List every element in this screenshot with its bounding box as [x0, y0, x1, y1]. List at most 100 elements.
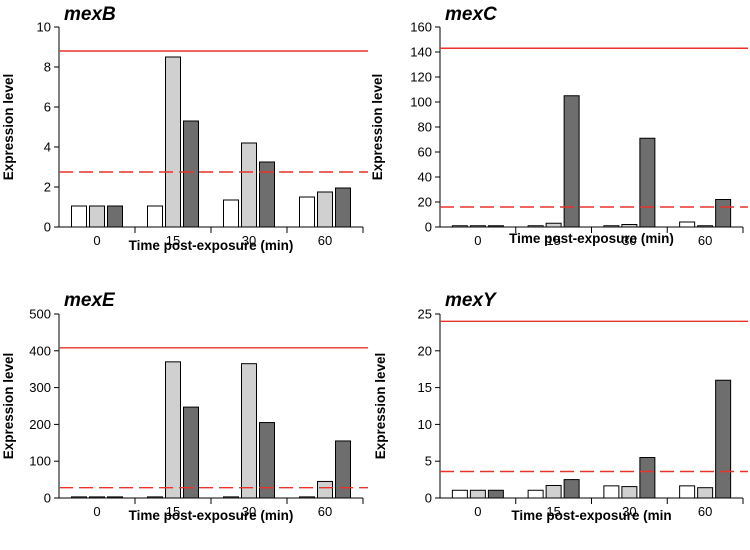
- bar-series-3-t0: [487, 225, 504, 228]
- y-tick-label: 4: [44, 140, 51, 155]
- x-tick-label: 30: [622, 504, 636, 519]
- bar-series-2-t30: [241, 142, 257, 228]
- x-tick-label: 60: [698, 504, 712, 519]
- bar-series-1-t30: [223, 199, 239, 228]
- x-tick-label: 60: [698, 233, 712, 248]
- y-tick-label: 60: [418, 145, 432, 160]
- bar-series-1-t15: [147, 496, 163, 499]
- x-tick-label: 60: [318, 233, 332, 248]
- x-tick-label: 15: [166, 233, 180, 248]
- y-tick-label: 8: [44, 60, 51, 75]
- x-tick-label: 30: [242, 233, 256, 248]
- bar-series-1-t15: [527, 489, 544, 499]
- y-tick-label: 200: [29, 417, 51, 432]
- bar-series-3-t15: [183, 120, 199, 228]
- bar-series-2-t60: [317, 191, 333, 228]
- x-tick-label: 0: [474, 233, 481, 248]
- bar-series-2-t60: [317, 480, 333, 499]
- bar-series-2-t15: [165, 361, 181, 499]
- bar-series-1-t0: [451, 489, 468, 499]
- bar-series-3-t60: [715, 199, 732, 228]
- bar-series-1-t30: [223, 496, 239, 499]
- bar-series-2-t15: [165, 56, 181, 228]
- bar-series-1-t60: [679, 485, 696, 499]
- bar-series-3-t60: [335, 440, 351, 499]
- y-tick-label: 500: [29, 307, 51, 322]
- y-tick-label: 100: [410, 95, 432, 110]
- bar-series-2-t30: [621, 486, 638, 499]
- bar-series-3-t15: [183, 406, 199, 499]
- y-tick-label: 10: [37, 20, 51, 35]
- chart-panel-mexC: 0 20 40 60 80 100 120 140 160 0 15 30 60 mexC Time pos…: [370, 4, 748, 248]
- y-axis-label: Expression level: [373, 353, 388, 460]
- chart-title: mexE: [64, 290, 116, 311]
- chart-panel-mexB: 0 2 4 6 8 10 0 15 30 60 mexB Time post-exposure (mi…: [1, 4, 368, 253]
- y-axis-label: Expression level: [1, 74, 16, 181]
- y-tick-label: 20: [418, 343, 432, 358]
- bar-series-1-t60: [679, 221, 696, 228]
- y-tick-label: 80: [418, 120, 432, 135]
- bar-series-2-t15: [545, 484, 562, 499]
- bar-series-1-t60: [299, 496, 315, 499]
- bar-series-2-t60: [697, 487, 714, 499]
- bar-series-3-t30: [259, 422, 275, 499]
- bar-series-1-t30: [603, 485, 620, 499]
- y-tick-label: 0: [44, 220, 51, 235]
- y-axis-label: Expression level: [370, 74, 385, 181]
- y-tick-label: 400: [29, 343, 51, 358]
- y-tick-label: 140: [410, 45, 432, 60]
- bar-series-1-t15: [147, 205, 163, 228]
- bar-series-1-t0: [451, 225, 468, 228]
- y-tick-label: 5: [425, 454, 432, 469]
- bar-series-1-t30: [603, 225, 620, 228]
- y-tick-label: 25: [418, 307, 432, 322]
- bar-series-3-t60: [715, 379, 732, 499]
- x-tick-label: 30: [242, 504, 256, 519]
- y-tick-label: 10: [418, 417, 432, 432]
- y-tick-label: 100: [29, 454, 51, 469]
- y-tick-label: 40: [418, 170, 432, 185]
- x-tick-label: 15: [546, 504, 560, 519]
- bar-series-3-t30: [639, 137, 656, 228]
- y-tick-label: 0: [44, 491, 51, 506]
- bar-series-1-t0: [71, 496, 87, 499]
- bar-series-2-t30: [621, 224, 638, 228]
- bar-series-3-t0: [107, 205, 123, 228]
- x-tick-label: 0: [93, 504, 100, 519]
- y-tick-label: 6: [44, 100, 51, 115]
- x-tick-label: 60: [318, 504, 332, 519]
- bar-series-2-t0: [469, 489, 486, 499]
- bar-series-3-t30: [639, 457, 656, 499]
- x-tick-label: 15: [546, 233, 560, 248]
- x-tick-label: 15: [166, 504, 180, 519]
- chart-panel-mexY: 0 5 10 15 20 25 0 15 30 60 mexY Time post-exposure …: [373, 290, 748, 523]
- chart-title: mexB: [64, 4, 116, 25]
- bar-series-1-t60: [299, 196, 315, 228]
- bar-series-3-t15: [563, 479, 580, 499]
- y-axis-label: Expression level: [1, 353, 16, 460]
- chart-title: mexC: [445, 4, 497, 25]
- bar-series-2-t0: [469, 225, 486, 228]
- y-tick-label: 2: [44, 180, 51, 195]
- bar-series-2-t0: [89, 496, 105, 499]
- x-tick-label: 0: [93, 233, 100, 248]
- x-tick-label: 30: [622, 233, 636, 248]
- y-tick-label: 300: [29, 380, 51, 395]
- x-axis-label: Time post-exposure (min): [129, 238, 294, 253]
- bar-series-3-t0: [107, 496, 123, 499]
- chart-panel-mexE: 0 100 200 300 400 500 0 15 30 60 mexE Time post-exp…: [1, 290, 368, 523]
- bar-series-2-t30: [241, 363, 257, 499]
- bar-series-3-t60: [335, 187, 351, 228]
- x-tick-label: 0: [474, 504, 481, 519]
- bar-series-1-t15: [527, 225, 544, 228]
- y-tick-label: 0: [425, 220, 432, 235]
- x-axis-label: Time post-exposure (min: [511, 508, 671, 523]
- y-tick-label: 0: [425, 491, 432, 506]
- x-axis-label: Time post-exposure (min): [129, 508, 294, 523]
- bar-series-1-t0: [71, 205, 87, 228]
- y-tick-label: 160: [410, 20, 432, 35]
- chart-title: mexY: [445, 290, 498, 311]
- x-axis-label: Time post-exposure (min): [509, 231, 674, 246]
- bar-series-3-t30: [259, 161, 275, 228]
